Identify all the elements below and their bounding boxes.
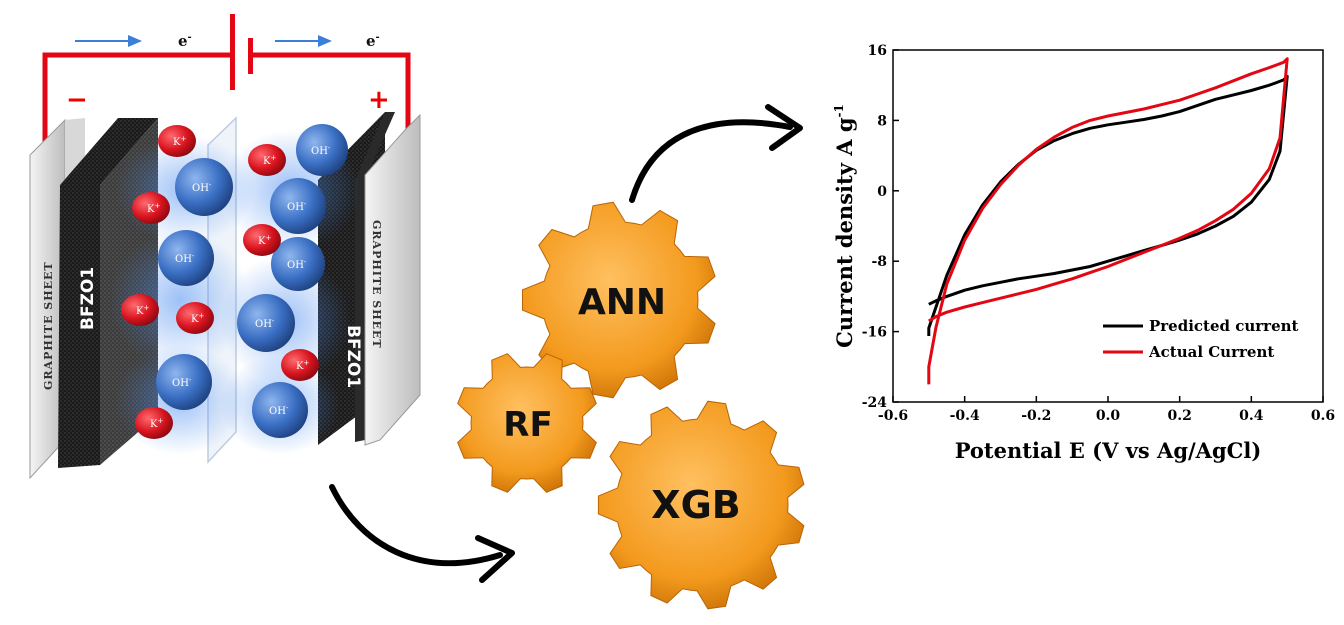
x-tick-label: -0.4 — [950, 408, 980, 424]
right-electrode-label: BFZO1 — [343, 325, 363, 388]
y-tick-label: -16 — [862, 325, 887, 341]
cv-chart: -0.6 -0.4 -0.2 0.0 0.2 0.4 0.6 16 8 0 -8 -16 -24 Pr… — [832, 43, 1335, 463]
legend-label: Predicted current — [1149, 317, 1299, 335]
x-tick-label: 0.6 — [1311, 408, 1335, 424]
svg-text:OH-: OH- — [287, 258, 307, 271]
x-axis-ticks: -0.6 -0.4 -0.2 0.0 0.2 0.4 0.6 — [878, 396, 1335, 424]
svg-text:OH-: OH- — [175, 252, 195, 265]
y-axis-title: Current density A g-1 — [832, 104, 857, 348]
k-ion: K+ — [248, 144, 286, 176]
oh-ion: OH- — [271, 237, 325, 291]
y-tick-label: -24 — [862, 395, 888, 411]
right-graphite-sheet — [364, 113, 421, 446]
x-tick-label: -0.2 — [1021, 408, 1051, 424]
left-electrode — [58, 118, 158, 468]
capacitor-plate-right — [248, 38, 253, 74]
oh-ions: OH- OH- OH- OH- OH- OH- OH- OH- — [156, 124, 348, 438]
x-tick-label: -0.6 — [878, 408, 908, 424]
negative-terminal-sign: − — [66, 85, 88, 115]
legend-label: Actual Current — [1148, 343, 1274, 361]
ion-glow-layer — [110, 130, 360, 455]
k-ion: K+ — [281, 349, 319, 381]
k-ion: K+ — [243, 224, 281, 256]
oh-ion: OH- — [158, 230, 214, 286]
series-line-actual — [927, 57, 1289, 385]
svg-text:K+: K+ — [258, 234, 271, 247]
svg-text:K+: K+ — [191, 312, 204, 325]
model-gears: ANN RF XGB — [457, 201, 805, 610]
circuit-wire — [42, 52, 411, 150]
svg-text:OH-: OH- — [311, 144, 331, 157]
k-ions: K+ K+ K+ K+ K+ K+ K+ K+ — [121, 125, 319, 439]
gear-xgb-label: XGB — [651, 483, 740, 527]
k-ion: K+ — [135, 407, 173, 439]
x-tick-label: 0.2 — [1167, 408, 1191, 424]
legend: Predicted current Actual Current — [1103, 317, 1299, 361]
right-graphite-label: GRAPHITE SHEET — [370, 220, 383, 349]
electron-label-left: e- — [178, 32, 192, 50]
y-tick-label: 16 — [868, 43, 887, 59]
oh-ion: OH- — [296, 124, 348, 176]
y-tick-label: 8 — [877, 113, 887, 129]
left-graphite-label: GRAPHITE SHEET — [42, 261, 55, 390]
svg-text:K+: K+ — [147, 202, 160, 215]
capacitor-plate-left — [230, 14, 235, 90]
electron-label-right: e- — [366, 32, 380, 50]
k-ion: K+ — [176, 302, 214, 334]
gear-rf: RF — [457, 353, 597, 493]
svg-text:K+: K+ — [173, 135, 186, 148]
svg-text:OH-: OH- — [255, 317, 275, 330]
x-tick-label: 0.4 — [1239, 408, 1264, 424]
supercapacitor-schematic: e- e- − + GRAPHITE SHEET BFZO1 BFZO1 GRA… — [29, 14, 421, 480]
oh-ion: OH- — [175, 158, 233, 216]
flow-arrows — [329, 104, 803, 583]
gear-ann-shape — [522, 201, 716, 399]
gear-xgb: XGB — [597, 400, 805, 610]
svg-text:K+: K+ — [136, 304, 149, 317]
k-ion: K+ — [158, 125, 196, 157]
svg-text:OH-: OH- — [287, 200, 307, 213]
svg-text:K+: K+ — [263, 154, 276, 167]
gear-rf-shape — [457, 353, 597, 493]
series-layer — [927, 57, 1289, 385]
positive-terminal-sign: + — [368, 85, 390, 115]
svg-text:OH-: OH- — [192, 181, 212, 194]
oh-ion: OH- — [270, 178, 326, 234]
y-tick-label: -8 — [871, 254, 887, 270]
oh-ion: OH- — [252, 382, 308, 438]
y-tick-label: 0 — [877, 184, 887, 200]
arrow-to-models-head — [475, 535, 515, 583]
oh-ion: OH- — [156, 354, 212, 410]
arrow-to-models — [329, 484, 503, 567]
gear-rf-label: RF — [503, 405, 552, 445]
svg-text:OH-: OH- — [269, 404, 289, 417]
oh-ion: OH- — [237, 294, 295, 352]
y-axis-ticks: 16 8 0 -8 -16 -24 — [862, 43, 899, 411]
gear-xgb-shape — [597, 400, 805, 610]
left-electrode-label: BFZO1 — [78, 267, 98, 330]
svg-text:K+: K+ — [296, 359, 309, 372]
k-ion: K+ — [132, 192, 170, 224]
gear-ann: ANN — [522, 201, 716, 399]
gear-ann-label: ANN — [578, 282, 666, 323]
arrow-to-chart-head — [765, 104, 803, 151]
x-tick-label: 0.0 — [1096, 408, 1121, 424]
x-axis-title: Potential E (V vs Ag/AgCl) — [955, 438, 1262, 463]
svg-text:K+: K+ — [150, 417, 163, 430]
svg-text:OH-: OH- — [172, 376, 192, 389]
arrow-to-chart — [629, 119, 793, 203]
k-ion: K+ — [121, 294, 159, 326]
